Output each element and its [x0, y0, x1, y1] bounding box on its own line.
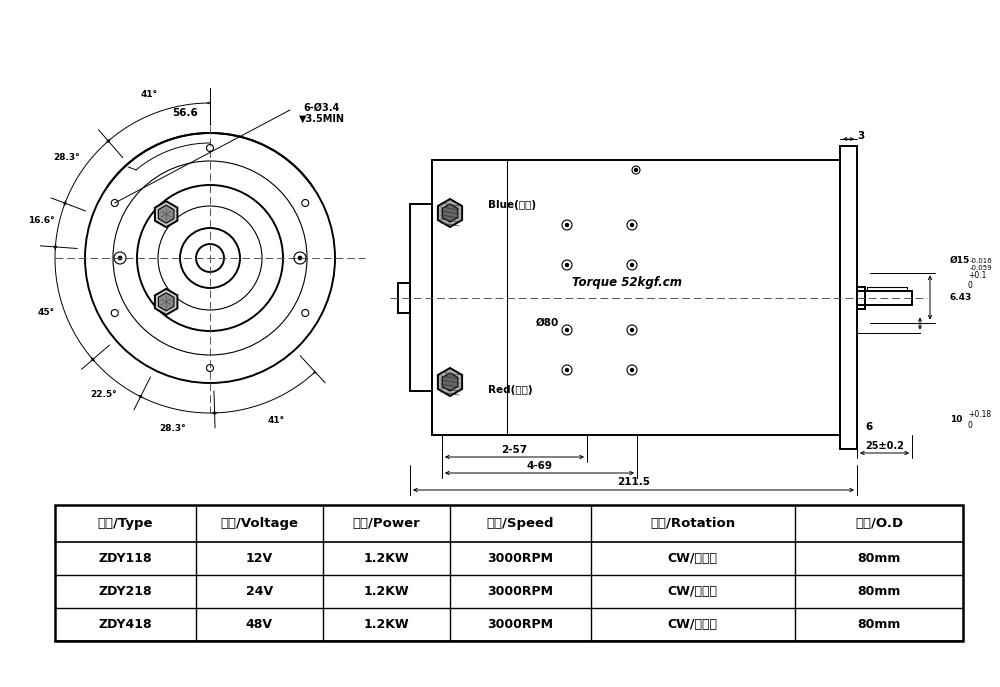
Circle shape: [118, 256, 122, 260]
Text: Torque 52kgf.cm: Torque 52kgf.cm: [572, 276, 682, 289]
Circle shape: [631, 264, 634, 267]
Text: 电压/Voltage: 电压/Voltage: [220, 517, 298, 530]
Text: 3000RPM: 3000RPM: [487, 618, 553, 631]
Text: 6: 6: [865, 422, 873, 432]
Text: 56.6: 56.6: [172, 108, 198, 118]
Text: 48V: 48V: [246, 618, 273, 631]
Text: 41°: 41°: [140, 89, 157, 98]
Text: 28.3°: 28.3°: [53, 153, 80, 163]
Text: 6.43: 6.43: [950, 293, 972, 302]
Text: 45°: 45°: [37, 308, 54, 317]
Text: 功率/Power: 功率/Power: [353, 517, 420, 530]
Bar: [840, 146, 857, 449]
Text: 转速/Speed: 转速/Speed: [487, 517, 554, 530]
Polygon shape: [155, 289, 177, 315]
Circle shape: [631, 368, 634, 372]
Text: 22.5°: 22.5°: [91, 390, 117, 399]
Text: 3000RPM: 3000RPM: [487, 585, 553, 598]
Polygon shape: [442, 204, 458, 222]
Text: CW/顺时针: CW/顺时针: [668, 585, 718, 598]
Bar: [410, 204, 432, 391]
Text: 16.6°: 16.6°: [28, 216, 54, 225]
Text: 1.2KW: 1.2KW: [364, 618, 409, 631]
Text: 3000RPM: 3000RPM: [487, 552, 553, 565]
Text: ▼3.5MIN: ▼3.5MIN: [299, 114, 345, 124]
Text: 211.5: 211.5: [617, 477, 650, 487]
Text: 25±0.2: 25±0.2: [865, 441, 904, 451]
Text: Blue(蓝色): Blue(蓝色): [488, 200, 536, 210]
Text: Ø80: Ø80: [535, 317, 559, 328]
Text: CW/顺时针: CW/顺时针: [668, 552, 718, 565]
Text: 1.2KW: 1.2KW: [364, 552, 409, 565]
Text: -0.016
-0.059: -0.016 -0.059: [970, 258, 993, 271]
Text: 24V: 24V: [246, 585, 273, 598]
Circle shape: [566, 328, 568, 332]
Circle shape: [631, 328, 634, 332]
Polygon shape: [155, 201, 177, 227]
Text: 10: 10: [950, 416, 962, 425]
Text: ZDY418: ZDY418: [99, 618, 152, 631]
Circle shape: [566, 368, 568, 372]
Text: 28.3°: 28.3°: [159, 425, 186, 433]
Text: 3: 3: [857, 131, 864, 141]
Text: 2-57: 2-57: [501, 445, 528, 455]
Text: ZDY218: ZDY218: [99, 585, 152, 598]
Polygon shape: [158, 293, 174, 311]
Text: 外径/O.D: 外径/O.D: [855, 517, 903, 530]
Polygon shape: [438, 199, 462, 227]
Circle shape: [298, 256, 302, 260]
Text: 80mm: 80mm: [857, 618, 901, 631]
Text: 12V: 12V: [246, 552, 273, 565]
Text: 1.2KW: 1.2KW: [364, 585, 409, 598]
Circle shape: [631, 223, 634, 227]
Text: 80mm: 80mm: [857, 552, 901, 565]
Text: 4-69: 4-69: [526, 461, 552, 471]
Text: 型号/Type: 型号/Type: [98, 517, 153, 530]
Text: +0.1
0: +0.1 0: [968, 271, 986, 290]
Bar: [432, 160, 840, 435]
Text: ZDY118: ZDY118: [99, 552, 152, 565]
Circle shape: [566, 223, 568, 227]
Text: Ø15: Ø15: [950, 256, 970, 265]
Circle shape: [635, 168, 638, 172]
Text: +0.18
0: +0.18 0: [968, 410, 991, 429]
Polygon shape: [442, 373, 458, 391]
Polygon shape: [438, 368, 462, 396]
Circle shape: [566, 264, 568, 267]
Bar: [857, 286, 865, 308]
Text: 6-Ø3.4: 6-Ø3.4: [304, 103, 340, 113]
Polygon shape: [158, 205, 174, 223]
Text: 转向/Rotation: 转向/Rotation: [650, 517, 735, 530]
Text: 41°: 41°: [268, 416, 285, 425]
Bar: [398, 282, 410, 313]
Text: 80mm: 80mm: [857, 585, 901, 598]
Text: CW/顺时针: CW/顺时针: [668, 618, 718, 631]
Text: Red(红色): Red(红色): [488, 385, 533, 395]
Bar: [55, 505, 963, 641]
